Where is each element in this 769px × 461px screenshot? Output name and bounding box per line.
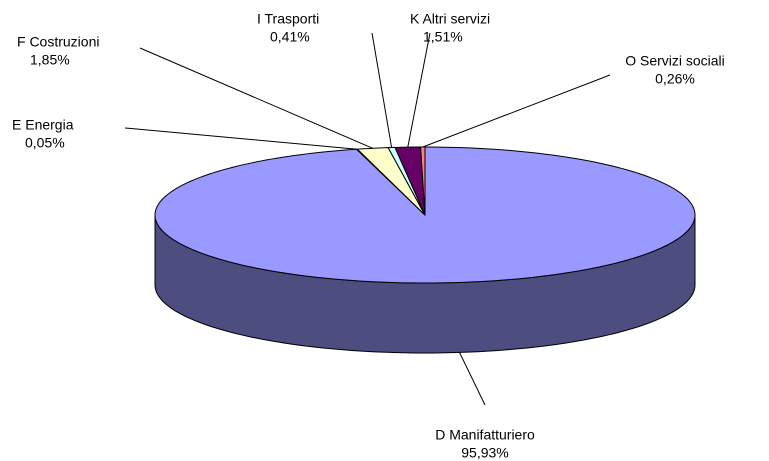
pie-slice — [420, 146, 426, 216]
slice-label: K Altri servizi — [410, 11, 490, 27]
slice-value-label: 95,93% — [461, 445, 508, 461]
slice-label: O Servizi sociali — [625, 53, 725, 69]
slice-value-label: 0,05% — [25, 135, 65, 151]
slice-label: D Manifatturiero — [435, 427, 535, 443]
slice-label: I Trasporti — [257, 11, 319, 27]
leader-line — [422, 74, 611, 148]
slice-value-label: 0,26% — [655, 71, 695, 87]
slice-value-label: 1,85% — [30, 52, 70, 68]
leader-line — [371, 32, 393, 148]
leader-line — [139, 47, 373, 149]
leader-line — [407, 32, 431, 148]
slice-label: E Energia — [12, 117, 74, 133]
slice-value-label: 0,41% — [270, 29, 310, 45]
leader-line — [459, 352, 486, 406]
slice-label: F Costruzioni — [17, 34, 99, 50]
leader-line — [124, 127, 358, 150]
slice-value-label: 1,51% — [423, 29, 463, 45]
